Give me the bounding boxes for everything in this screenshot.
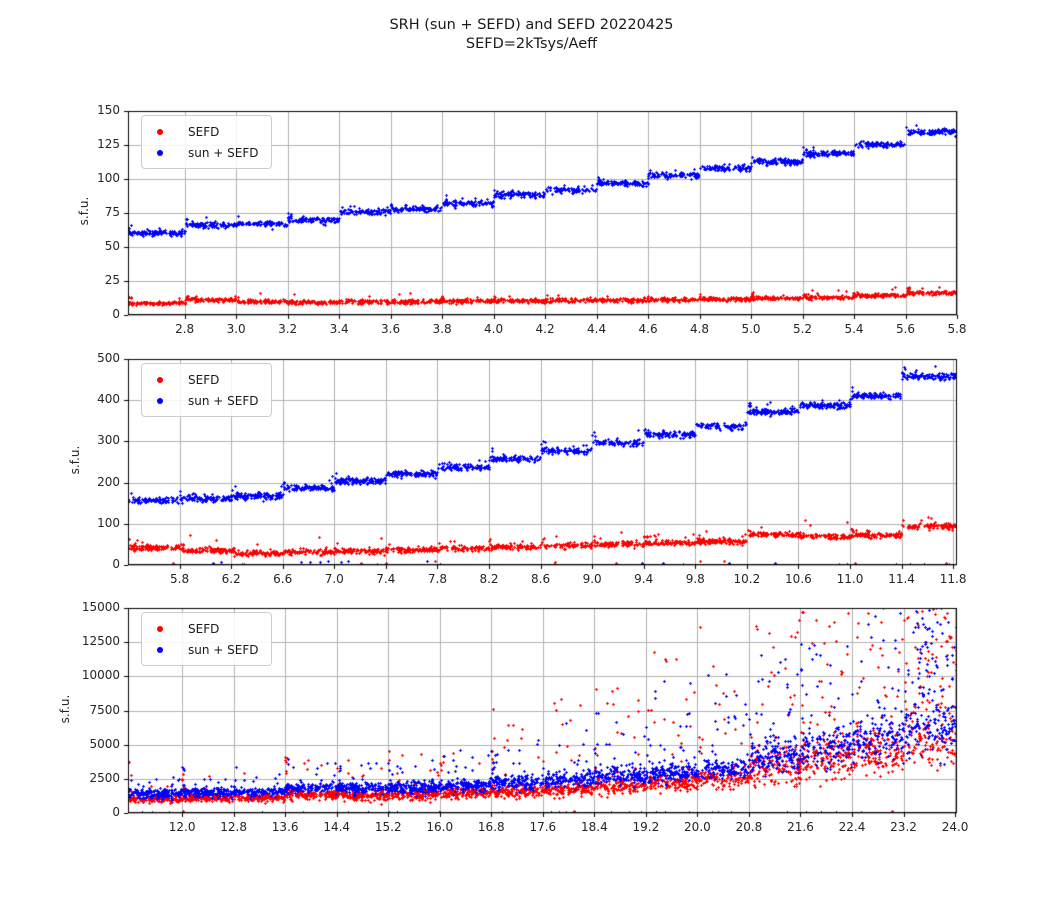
legend-top: SEFD sun + SEFD — [141, 115, 272, 169]
legend-entry-sefd: SEFD — [142, 369, 259, 390]
x-tick-label: 4.0 — [484, 322, 504, 336]
legend-middle: SEFD sun + SEFD — [141, 363, 272, 417]
x-tick-label: 3.2 — [278, 322, 298, 336]
x-tick-label: 19.2 — [632, 820, 660, 834]
legend-entry-sun-sefd: sun + SEFD — [142, 639, 259, 660]
x-tick-label: 4.2 — [535, 322, 555, 336]
legend-label-sun-sefd: sun + SEFD — [188, 642, 259, 657]
x-tick-label: 9.4 — [634, 572, 654, 586]
y-tick-label: 400 — [97, 392, 120, 407]
x-tick-label: 8.6 — [531, 572, 551, 586]
y-tick-label: 7500 — [89, 702, 120, 717]
y-tick-label: 50 — [104, 239, 120, 253]
sefd-marker-icon — [157, 625, 163, 632]
chart-title-line2: SEFD=2kTsys/Aeff — [465, 36, 598, 52]
legend-label-sun-sefd: sun + SEFD — [188, 393, 259, 408]
y-tick-label: 125 — [97, 137, 120, 151]
y-tick-label: 200 — [97, 474, 120, 489]
x-tick-label: 3.8 — [432, 322, 452, 336]
x-tick-label: 11.4 — [888, 572, 915, 586]
x-tick-label: 12.0 — [168, 820, 196, 834]
y-tick-label: 5000 — [89, 736, 120, 751]
x-tick-label: 18.4 — [580, 820, 608, 834]
x-tick-label: 11.0 — [836, 572, 864, 586]
x-tick-label: 14.4 — [323, 820, 351, 834]
x-tick-label: 5.6 — [895, 322, 916, 336]
y-tick-label: 2500 — [89, 770, 120, 785]
x-tick-label: 23.2 — [890, 820, 917, 834]
sefd-marker-icon — [157, 376, 163, 383]
chart-title-line1: SRH (sun + SEFD) and SEFD 20220425 — [389, 17, 674, 33]
legend-bottom: SEFD sun + SEFD — [141, 612, 272, 666]
x-tick-label: 5.4 — [844, 322, 864, 336]
x-tick-label: 7.8 — [427, 572, 447, 586]
y-tick-label: 12500 — [81, 634, 120, 649]
legend-label-sefd: SEFD — [188, 372, 220, 387]
x-tick-label: 10.6 — [785, 572, 812, 586]
x-tick-label: 5.2 — [792, 322, 813, 336]
legend-entry-sefd: SEFD — [142, 618, 259, 639]
y-tick-label: 100 — [97, 171, 120, 185]
y-tick-label: 0 — [112, 307, 120, 321]
x-tick-label: 20.8 — [735, 820, 763, 834]
y-tick-label: 25 — [104, 273, 120, 287]
x-tick-label: 4.4 — [587, 322, 607, 336]
x-tick-label: 7.0 — [324, 572, 344, 586]
x-tick-label: 13.6 — [271, 820, 299, 834]
x-tick-label: 15.2 — [374, 820, 402, 834]
x-tick-label: 5.8 — [170, 572, 190, 586]
x-tick-label: 6.6 — [273, 572, 293, 586]
x-tick-label: 3.4 — [329, 322, 349, 336]
y-tick-label: 150 — [97, 103, 120, 117]
y-tick-label: 10000 — [81, 668, 120, 683]
sun-sefd-marker-icon — [157, 397, 163, 404]
legend-entry-sefd: SEFD — [142, 121, 259, 142]
sefd-marker-icon — [157, 128, 163, 135]
x-tick-label: 16.8 — [477, 820, 505, 834]
x-tick-label: 3.6 — [381, 322, 401, 336]
y-tick-label: 500 — [97, 351, 120, 365]
sun-sefd-marker-icon — [157, 149, 163, 156]
x-tick-label: 5.8 — [947, 322, 967, 336]
legend-entry-sun-sefd: sun + SEFD — [142, 142, 259, 163]
legend-label-sefd: SEFD — [188, 124, 220, 139]
x-tick-label: 5.0 — [741, 322, 761, 336]
y-tick-label: 0 — [112, 805, 120, 819]
x-tick-label: 10.2 — [733, 572, 761, 586]
x-tick-label: 4.6 — [638, 322, 658, 336]
y-tick-label: 0 — [112, 557, 120, 571]
x-tick-label: 6.2 — [221, 572, 241, 586]
x-tick-label: 16.0 — [426, 820, 454, 834]
x-tick-label: 2.8 — [175, 322, 195, 336]
legend-label-sun-sefd: sun + SEFD — [188, 145, 259, 160]
legend-entry-sun-sefd: sun + SEFD — [142, 390, 259, 411]
x-tick-label: 7.4 — [376, 572, 396, 586]
x-tick-label: 11.8 — [939, 572, 967, 586]
y-tick-label: 75 — [104, 205, 120, 219]
y-tick-label: 100 — [97, 515, 120, 530]
x-tick-label: 9.8 — [685, 572, 705, 586]
x-tick-label: 20.0 — [684, 820, 711, 834]
x-tick-label: 9.0 — [582, 572, 602, 586]
y-tick-label: 300 — [97, 433, 120, 448]
x-tick-label: 21.6 — [787, 820, 814, 834]
x-tick-label: 22.4 — [838, 820, 866, 834]
x-tick-label: 24.0 — [941, 820, 969, 834]
x-tick-label: 8.2 — [479, 572, 499, 586]
x-tick-label: 17.6 — [529, 820, 557, 834]
x-tick-label: 4.8 — [689, 322, 710, 336]
x-tick-label: 3.0 — [226, 322, 246, 336]
y-tick-label: 15000 — [81, 600, 120, 614]
sun-sefd-marker-icon — [157, 646, 163, 653]
legend-label-sefd: SEFD — [188, 621, 220, 636]
x-tick-label: 12.8 — [220, 820, 247, 834]
